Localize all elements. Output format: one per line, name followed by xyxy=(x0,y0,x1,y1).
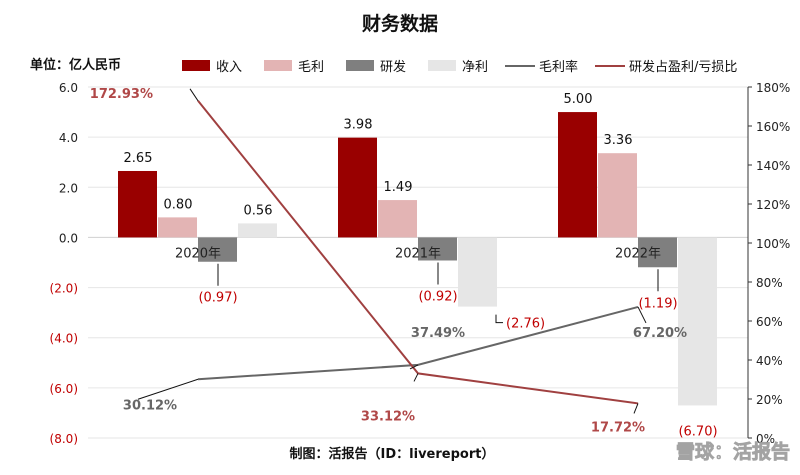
right-tick-label: 140% xyxy=(756,159,790,173)
right-tick-label: 120% xyxy=(756,198,790,212)
bar-value-label: 0.80 xyxy=(164,197,193,212)
line-value-label: 30.12% xyxy=(123,398,177,413)
bar-value-label: 5.00 xyxy=(564,92,593,107)
bar-value-label: (6.70) xyxy=(678,424,717,439)
legend-label: 研发占盈利/亏损比 xyxy=(629,59,737,75)
watermark: 雪球：活报告 xyxy=(676,440,790,463)
left-tick-label: 2.0 xyxy=(59,181,78,195)
bar-研发 xyxy=(638,237,677,268)
right-tick-label: 20% xyxy=(756,393,783,407)
line-label-leader xyxy=(409,364,419,370)
legend-swatch xyxy=(428,60,456,71)
right-tick-label: 0% xyxy=(756,432,775,446)
bar-净利 xyxy=(458,237,497,307)
footer-credit: 制图：活报告（ID：livereport） xyxy=(290,446,495,462)
x-category-label: 2022年 xyxy=(615,246,661,261)
bar-收入 xyxy=(558,112,597,238)
bar-收入 xyxy=(338,137,377,238)
left-tick-label: 0.0 xyxy=(59,231,78,245)
left-y-axis: 6.0 4.0 2.0 0.0 (2.0) (4.0) (6.0) (8.0) xyxy=(50,81,78,446)
legend-label: 毛利率 xyxy=(539,59,578,75)
bar-value-label: (0.92) xyxy=(418,289,457,304)
left-tick-label: (6.0) xyxy=(50,382,78,396)
bar-value-label: (2.76) xyxy=(506,317,545,332)
right-tick-label: 160% xyxy=(756,120,790,134)
bar-毛利 xyxy=(378,200,417,238)
bar-value-label: (0.97) xyxy=(198,291,237,306)
left-tick-label: (4.0) xyxy=(50,332,78,346)
bar-研发 xyxy=(198,237,237,262)
bar-value-label: 0.56 xyxy=(244,203,273,218)
right-tick-label: 80% xyxy=(756,276,783,290)
right-y-axis: 180% 160% 140% 120% 100% 80% 60% 40% 20% 0% xyxy=(747,81,790,446)
left-tick-label: (2.0) xyxy=(50,282,78,296)
line-label-leader xyxy=(137,378,199,400)
data-labels: 2.65 3.98 5.00 0.80 1.49 3.36 (0.97) (0.92) (1.1… xyxy=(90,87,718,440)
legend-label: 研发 xyxy=(380,59,406,75)
label-leader xyxy=(495,314,503,324)
left-tick-label: (8.0) xyxy=(50,432,78,446)
legend-swatch xyxy=(182,60,210,71)
bar-value-label: (1.19) xyxy=(638,296,677,311)
legend-label: 收入 xyxy=(216,60,242,75)
line-value-label: 17.72% xyxy=(591,420,645,435)
left-tick-label: 4.0 xyxy=(59,131,78,145)
bar-value-label: 2.65 xyxy=(124,151,153,166)
x-axis-categories: 2020年 2021年 2022年 xyxy=(175,246,661,261)
bar-value-label: 3.36 xyxy=(604,133,633,148)
right-tick-label: 100% xyxy=(756,237,790,251)
line-label-leader xyxy=(413,373,419,382)
bar-value-label: 1.49 xyxy=(384,180,413,195)
bar-研发 xyxy=(418,237,457,261)
left-tick-label: 6.0 xyxy=(59,81,78,95)
line-label-leader xyxy=(637,306,647,324)
line-毛利率 xyxy=(197,305,639,381)
bar-净利 xyxy=(678,237,717,406)
right-tick-label: 60% xyxy=(756,315,783,329)
legend: 收入 毛利 研发 净利 毛利率 研发占盈利/亏损比 xyxy=(182,59,737,75)
bar-毛利 xyxy=(158,217,197,238)
bar-value-label: 3.98 xyxy=(344,118,373,133)
right-tick-label: 40% xyxy=(756,354,783,368)
right-tick-label: 180% xyxy=(756,81,790,95)
line-value-label: 37.49% xyxy=(411,326,465,341)
bars-layer xyxy=(118,112,717,406)
legend-swatch xyxy=(264,60,292,71)
legend-label: 毛利 xyxy=(298,60,324,75)
bar-毛利 xyxy=(598,153,637,238)
line-label-leader xyxy=(633,403,639,414)
x-category-label: 2021年 xyxy=(395,246,441,261)
legend-swatch xyxy=(346,60,374,71)
line-label-leader xyxy=(189,88,199,102)
line-value-label: 33.12% xyxy=(361,409,415,424)
line-value-label: 67.20% xyxy=(633,326,687,341)
chart-title: 财务数据 xyxy=(362,12,438,35)
unit-label: 单位：亿人民币 xyxy=(30,57,121,73)
bar-收入 xyxy=(118,170,157,238)
line-value-label: 172.93% xyxy=(90,87,153,102)
legend-label: 净利 xyxy=(462,60,488,75)
bar-净利 xyxy=(238,223,277,238)
x-category-label: 2020年 xyxy=(175,246,221,261)
